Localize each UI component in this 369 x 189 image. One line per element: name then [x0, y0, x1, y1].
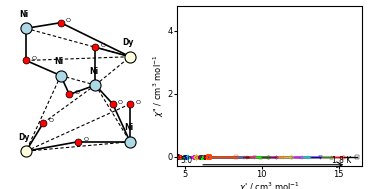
Text: Dy: Dy [18, 133, 30, 142]
Text: Ni: Ni [124, 123, 133, 132]
Text: O: O [83, 137, 88, 142]
Y-axis label: $\chi$" / cm$^3$ mol$^{-1}$: $\chi$" / cm$^3$ mol$^{-1}$ [152, 55, 166, 117]
Text: O: O [66, 18, 71, 23]
Text: O: O [118, 100, 123, 105]
Text: Ni: Ni [20, 10, 29, 19]
Text: O: O [135, 100, 140, 105]
Text: Ni: Ni [54, 57, 63, 66]
Text: O: O [49, 119, 54, 123]
Text: O: O [75, 90, 80, 95]
X-axis label: $\chi$' / cm$^3$ mol$^{-1}$: $\chi$' / cm$^3$ mol$^{-1}$ [239, 181, 300, 189]
Text: Dy: Dy [123, 38, 134, 47]
Text: O: O [101, 43, 106, 48]
Text: 5.0: 5.0 [180, 156, 192, 165]
Text: Ni: Ni [89, 67, 98, 76]
Text: 1.8 K: 1.8 K [332, 156, 351, 165]
Text: O: O [31, 56, 36, 61]
